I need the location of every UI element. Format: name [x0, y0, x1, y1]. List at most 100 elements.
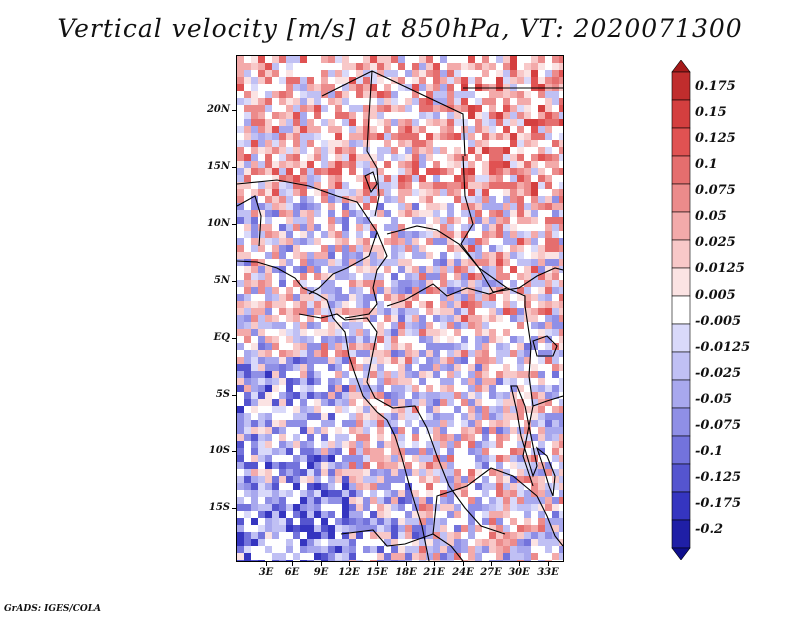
field-cell [412, 511, 419, 518]
field-cell [307, 70, 314, 77]
field-cell [524, 98, 531, 105]
field-cell [370, 434, 377, 441]
field-cell [468, 518, 475, 525]
field-cell [377, 329, 384, 336]
field-cell [279, 364, 286, 371]
lat-label-10s: 10S [208, 445, 230, 456]
field-cell [321, 245, 328, 252]
field-cell [405, 70, 412, 77]
field-cell [482, 462, 489, 469]
field-cell [349, 378, 356, 385]
field-cell [538, 168, 545, 175]
field-cell [335, 98, 342, 105]
colorbar-segment [671, 183, 691, 213]
field-cell [517, 413, 524, 420]
field-cell [398, 406, 405, 413]
field-cell [398, 189, 405, 196]
field-cell [524, 364, 531, 371]
field-cell [314, 63, 321, 70]
field-cell [251, 336, 258, 343]
field-cell [384, 203, 391, 210]
field-cell [300, 364, 307, 371]
colorbar-segment [671, 295, 691, 325]
field-cell [538, 511, 545, 518]
field-cell [398, 63, 405, 70]
field-cell [531, 546, 538, 553]
field-cell [461, 231, 468, 238]
field-cell [524, 77, 531, 84]
field-cell [258, 77, 265, 84]
field-cell [461, 385, 468, 392]
field-cell [286, 336, 293, 343]
field-cell [517, 182, 524, 189]
field-cell [307, 518, 314, 525]
field-cell [433, 420, 440, 427]
field-cell [363, 525, 370, 532]
field-cell [370, 105, 377, 112]
field-cell [279, 511, 286, 518]
field-cell [524, 441, 531, 448]
field-cell [265, 147, 272, 154]
field-cell [510, 448, 517, 455]
field-cell [384, 217, 391, 224]
field-cell [377, 378, 384, 385]
field-cell [258, 364, 265, 371]
grads-credit: GrADS: IGES/COLA [4, 604, 102, 614]
field-cell [468, 434, 475, 441]
field-cell [545, 546, 552, 553]
field-cell [510, 434, 517, 441]
field-cell [391, 287, 398, 294]
field-cell [447, 140, 454, 147]
field-cell [531, 455, 538, 462]
field-cell [440, 105, 447, 112]
field-cell [370, 259, 377, 266]
field-cell [559, 217, 563, 224]
field-cell [251, 399, 258, 406]
field-cell [398, 511, 405, 518]
field-cell [272, 175, 279, 182]
field-cell [461, 322, 468, 329]
field-cell [237, 553, 244, 560]
field-cell [517, 539, 524, 546]
field-cell [475, 392, 482, 399]
field-cell [475, 462, 482, 469]
field-cell [335, 315, 342, 322]
field-cell [237, 455, 244, 462]
field-cell [377, 343, 384, 350]
field-cell [244, 91, 251, 98]
field-cell [531, 175, 538, 182]
field-cell [475, 294, 482, 301]
colorbar-segment [671, 435, 691, 465]
field-cell [244, 476, 251, 483]
field-cell [489, 182, 496, 189]
field-cell [552, 399, 559, 406]
field-cell [286, 189, 293, 196]
field-cell [321, 259, 328, 266]
field-cell [503, 511, 510, 518]
field-cell [496, 504, 503, 511]
field-cell [321, 504, 328, 511]
field-cell [251, 546, 258, 553]
field-cell [391, 252, 398, 259]
field-cell [272, 490, 279, 497]
field-cell [447, 224, 454, 231]
field-cell [314, 483, 321, 490]
field-cell [454, 483, 461, 490]
field-cell [440, 77, 447, 84]
field-cell [237, 70, 244, 77]
field-cell [468, 315, 475, 322]
field-cell [286, 77, 293, 84]
field-cell [496, 294, 503, 301]
field-cell [538, 441, 545, 448]
field-cell [433, 308, 440, 315]
field-cell [489, 539, 496, 546]
field-cell [237, 203, 244, 210]
field-cell [363, 511, 370, 518]
field-cell [314, 168, 321, 175]
field-cell [244, 399, 251, 406]
field-cell [335, 77, 342, 84]
field-cell [349, 315, 356, 322]
field-cell [405, 357, 412, 364]
field-cell [426, 259, 433, 266]
field-cell [321, 483, 328, 490]
